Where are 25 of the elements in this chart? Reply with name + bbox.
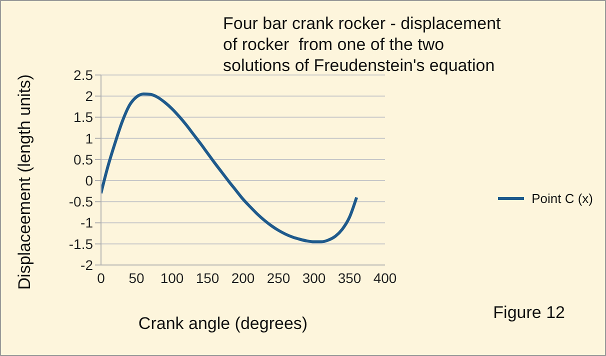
y-tick-label: 2.5 (74, 66, 94, 83)
x-tick-label: 0 (97, 270, 106, 286)
x-tick-label: 150 (196, 270, 220, 286)
x-tick-label: 250 (266, 270, 290, 286)
y-tick-label: -1 (80, 214, 94, 231)
x-axis-title: Crank angle (degrees) (137, 314, 309, 334)
y-tick-label: 0.5 (74, 151, 94, 168)
x-tick-label: 100 (160, 270, 184, 286)
caption: Figure 12 (493, 303, 565, 323)
y-tick-label: -1.5 (68, 236, 94, 252)
line-series (101, 92, 358, 244)
x-tick-label: 200 (231, 270, 255, 286)
y-tick-label: 2 (85, 88, 94, 104)
x-tick-label: 50 (128, 270, 144, 286)
x-tick-label: 350 (338, 270, 362, 286)
x-tick-label: 400 (373, 270, 397, 286)
y-tick-label: -2 (80, 256, 94, 273)
y-tick-label: -0.5 (68, 194, 94, 210)
y-axis-title: Displaceement (length units) (15, 74, 35, 290)
y-tick-label: 1 (85, 130, 94, 146)
x-tick-label: 300 (302, 270, 326, 286)
y-tick-label: 1.5 (74, 109, 94, 126)
legend-label: Point C (x) (532, 191, 593, 206)
y-tick-label: 0 (85, 172, 94, 189)
chart-title: Four bar crank rocker - displacement of rocker from one of the two solutions of Freudenstein's equation (223, 13, 501, 76)
